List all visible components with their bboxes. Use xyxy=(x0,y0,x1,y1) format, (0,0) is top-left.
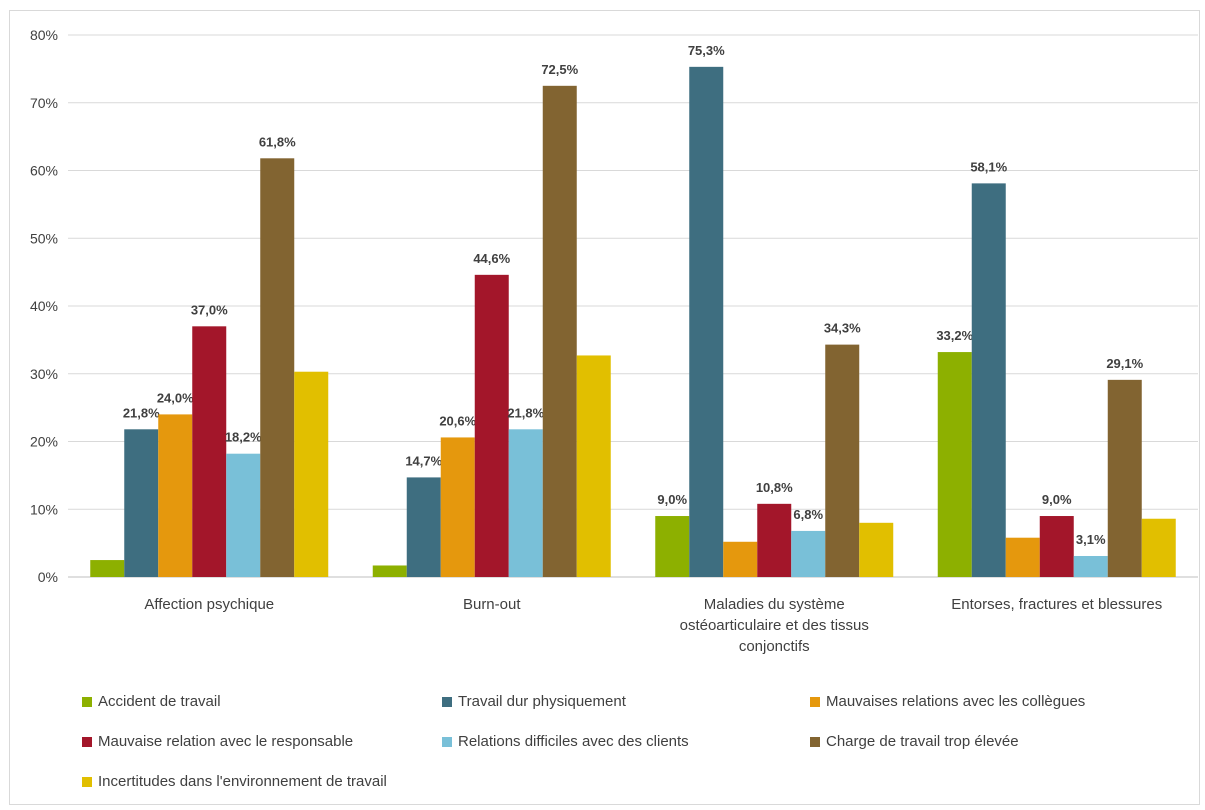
y-tick-label: 50% xyxy=(30,230,58,246)
bar xyxy=(474,274,509,577)
data-label: 75,3% xyxy=(688,43,725,58)
category-label: conjonctifs xyxy=(739,638,810,655)
bar xyxy=(406,477,441,577)
data-label: 21,8% xyxy=(123,405,160,420)
bar xyxy=(723,541,758,577)
data-label: 21,8% xyxy=(507,405,544,420)
data-label: 58,1% xyxy=(970,159,1007,174)
data-label: 3,1% xyxy=(1076,532,1106,547)
bar xyxy=(158,414,193,577)
category-label: Maladies du système xyxy=(704,596,845,613)
bar xyxy=(1141,518,1176,577)
bar xyxy=(226,453,261,577)
data-label: 6,8% xyxy=(793,507,823,522)
bar xyxy=(937,352,972,577)
bar xyxy=(825,344,860,577)
bar xyxy=(372,565,407,577)
data-label: 18,2% xyxy=(225,430,262,445)
bar xyxy=(192,326,227,577)
bar xyxy=(124,429,159,577)
bar xyxy=(542,85,577,577)
y-tick-label: 40% xyxy=(30,298,58,314)
data-label: 24,0% xyxy=(157,390,194,405)
category-label: Entorses, fractures et blessures xyxy=(951,596,1162,613)
y-tick-label: 70% xyxy=(30,95,58,111)
data-label: 9,0% xyxy=(657,492,687,507)
category-label: ostéoarticulaire et des tissus xyxy=(680,617,869,634)
bar xyxy=(576,355,611,577)
bar xyxy=(1073,555,1108,577)
data-label: 9,0% xyxy=(1042,492,1072,507)
bar xyxy=(1039,516,1074,577)
bar xyxy=(440,437,475,577)
y-tick-label: 0% xyxy=(38,569,58,585)
bar xyxy=(689,66,724,577)
bar xyxy=(971,183,1006,577)
data-label: 61,8% xyxy=(259,134,296,149)
bar xyxy=(294,371,329,577)
bar xyxy=(90,560,125,577)
data-label: 33,2% xyxy=(936,328,973,343)
data-label: 14,7% xyxy=(405,453,442,468)
bar xyxy=(260,158,295,577)
data-label: 72,5% xyxy=(541,62,578,77)
y-tick-label: 10% xyxy=(30,501,58,517)
bar xyxy=(791,530,826,577)
data-label: 44,6% xyxy=(473,251,510,266)
y-tick-label: 20% xyxy=(30,434,58,450)
bar xyxy=(1005,537,1040,577)
data-label: 37,0% xyxy=(191,302,228,317)
data-label: 29,1% xyxy=(1106,356,1143,371)
category-label: Burn-out xyxy=(463,596,521,613)
y-tick-label: 80% xyxy=(30,27,58,43)
bar xyxy=(757,503,792,577)
y-tick-label: 30% xyxy=(30,366,58,382)
bar xyxy=(508,429,543,577)
bar xyxy=(859,522,894,577)
data-label: 34,3% xyxy=(824,321,861,336)
bar xyxy=(655,516,690,577)
category-label: Affection psychique xyxy=(144,596,274,613)
bar xyxy=(1107,379,1142,577)
data-label: 10,8% xyxy=(756,480,793,495)
data-label: 20,6% xyxy=(439,413,476,428)
y-tick-label: 60% xyxy=(30,163,58,179)
